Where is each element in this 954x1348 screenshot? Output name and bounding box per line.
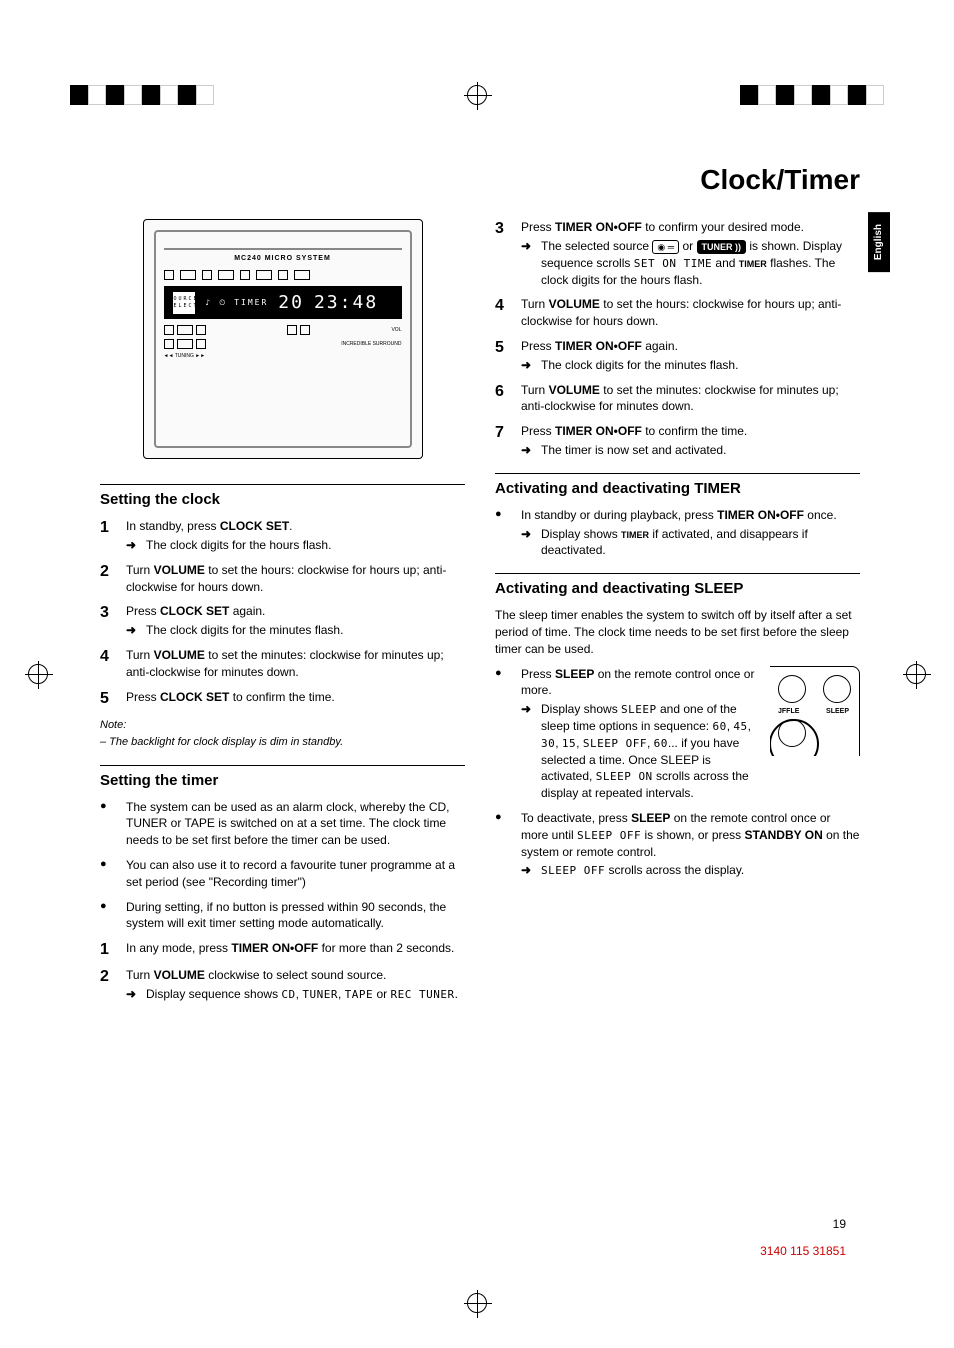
page-number: 19 [833, 1216, 846, 1233]
arrow-icon: ➜ [521, 862, 535, 879]
color-bars-right [740, 85, 884, 105]
section-title-activating-sleep: Activating and deactivating SLEEP [495, 573, 860, 599]
arrow-icon: ➜ [521, 526, 535, 560]
bullet-item: ●During setting, if no button is pressed… [100, 899, 465, 933]
note-text: – The backlight for clock display is dim… [100, 735, 465, 750]
device-model-label: MC240 MICRO SYSTEM [164, 254, 402, 264]
bullet-item: ●You can also use it to record a favouri… [100, 857, 465, 891]
section-title-setting-timer: Setting the timer [100, 765, 465, 791]
arrow-icon: ➜ [126, 986, 140, 1003]
arrow-icon: ➜ [521, 357, 535, 374]
registration-mark-icon [467, 85, 487, 105]
section-title-activating-timer: Activating and deactivating TIMER [495, 473, 860, 499]
step-2: 2 Turn VOLUME to set the hours: clockwis… [100, 562, 465, 596]
registration-mark-icon [906, 664, 926, 684]
bullet-item: ● To deactivate, press SLEEP on the remo… [495, 810, 860, 879]
registration-mark-icon [28, 664, 48, 684]
left-column: MC240 MICRO SYSTEM SOURCE SELECT ♪ ⏲ TIM… [100, 219, 465, 1011]
tuner-source-icon: TUNER )) [697, 240, 747, 255]
color-bars-left [70, 85, 214, 105]
device-illustration: MC240 MICRO SYSTEM SOURCE SELECT ♪ ⏲ TIM… [143, 219, 423, 459]
remote-illustration: JFFLE SLEEP [770, 666, 860, 756]
arrow-icon: ➜ [126, 622, 140, 639]
arrow-icon: ➜ [521, 701, 535, 802]
bullet-item: ● In standby or during playback, press T… [495, 507, 860, 559]
step-4: 4 Turn VOLUME to set the hours: clockwis… [495, 296, 860, 330]
document-number: 3140 115 31851 [760, 1243, 846, 1260]
cd-source-icon: ◉ ═ [652, 240, 679, 255]
bullet-item: ● JFFLE SLEEP Press SLEEP on the remote … [495, 666, 860, 802]
print-marks-bottom [0, 1293, 954, 1313]
sleep-intro: The sleep timer enables the system to sw… [495, 607, 860, 657]
note-label: Note: [100, 718, 465, 733]
page-title: Clock/Timer [100, 160, 860, 199]
step-1: 1 In any mode, press TIMER ON•OFF for mo… [100, 940, 465, 959]
bullet-item: ●The system can be used as an alarm cloc… [100, 799, 465, 849]
step-3: 3 Press TIMER ON•OFF to confirm your des… [495, 219, 860, 288]
registration-mark-icon [467, 1293, 487, 1313]
step-5: 5 Press CLOCK SET to confirm the time. [100, 689, 465, 708]
step-2: 2 Turn VOLUME clockwise to select sound … [100, 967, 465, 1003]
section-title-setting-clock: Setting the clock [100, 484, 465, 510]
device-display: SOURCE SELECT ♪ ⏲ TIMER 20 23:48 [164, 286, 402, 319]
arrow-icon: ➜ [521, 238, 535, 288]
step-5: 5 Press TIMER ON•OFF again. ➜The clock d… [495, 338, 860, 374]
step-6: 6 Turn VOLUME to set the minutes: clockw… [495, 382, 860, 416]
print-marks-top [0, 85, 954, 105]
language-tab: English [868, 212, 890, 272]
page-content: Clock/Timer English MC240 MICRO SYSTEM S… [100, 160, 860, 1011]
step-1: 1 In standby, press CLOCK SET. ➜The cloc… [100, 518, 465, 554]
step-4: 4 Turn VOLUME to set the minutes: clockw… [100, 647, 465, 681]
step-3: 3 Press CLOCK SET again. ➜The clock digi… [100, 603, 465, 639]
arrow-icon: ➜ [126, 537, 140, 554]
arrow-icon: ➜ [521, 442, 535, 459]
step-7: 7 Press TIMER ON•OFF to confirm the time… [495, 423, 860, 459]
right-column: 3 Press TIMER ON•OFF to confirm your des… [495, 219, 860, 1011]
